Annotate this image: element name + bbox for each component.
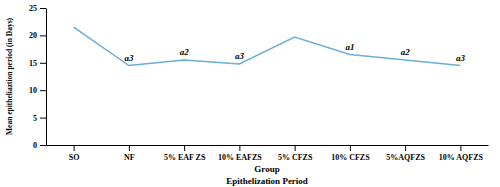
x-tick-label: 5% CFZS xyxy=(278,153,313,162)
x-tick: 5% CFZS xyxy=(278,145,313,162)
chart: 0 5 10 15 20 25 SO NF 5% EAF ZS 10% EAFZS 5% CFZS 1… xyxy=(0,0,500,187)
line xyxy=(74,27,461,65)
annotation: a2 xyxy=(401,47,411,57)
y-tick-label: 25 xyxy=(29,4,37,13)
x-tick-mark xyxy=(184,145,185,151)
x-tick-label: 5%AQFZS xyxy=(386,153,425,162)
y-tick-label: 20 xyxy=(29,31,37,40)
x-tick-mark xyxy=(74,145,75,151)
x-tick-mark xyxy=(405,145,406,151)
x-tick-label: 10% AQFZS xyxy=(439,153,484,162)
x-axis: SO NF 5% EAF ZS 10% EAFZS 5% CFZS 10% CFZS 5%A… xyxy=(47,145,489,162)
annotation: a3 xyxy=(235,51,245,61)
y-axis-line xyxy=(46,9,47,146)
y-axis: 0 5 10 15 20 25 xyxy=(29,4,47,150)
annotation: a2 xyxy=(180,47,190,57)
x-axis-line xyxy=(47,145,489,146)
annotation: a3 xyxy=(456,53,466,63)
x-tick-mark xyxy=(460,145,461,151)
plot: 0 5 10 15 20 25 SO NF 5% EAF ZS 10% EAFZS 5% CFZS 1… xyxy=(5,4,489,186)
y-tick-mark xyxy=(40,63,46,64)
x-tick: 5%AQFZS xyxy=(386,145,425,162)
y-tick: 0 xyxy=(33,141,46,150)
y-tick: 15 xyxy=(29,59,46,68)
y-tick-mark xyxy=(40,8,46,9)
x-tick: 10% AQFZS xyxy=(439,145,484,162)
x-tick-mark xyxy=(129,145,130,151)
x-tick-mark xyxy=(295,145,296,151)
y-tick-mark xyxy=(40,118,46,119)
y-tick: 25 xyxy=(29,4,46,13)
annotations: a3 a2 a3 a1 a2 a3 xyxy=(124,42,465,63)
y-tick-label: 5 xyxy=(33,114,37,123)
y-tick: 5 xyxy=(33,114,46,123)
x-tick: NF xyxy=(124,145,135,162)
x-tick-mark xyxy=(239,145,240,151)
y-axis-title: Mean epitheliaztion period (in Days) xyxy=(5,17,14,135)
y-tick-mark xyxy=(40,35,46,36)
y-tick: 20 xyxy=(29,31,46,40)
annotation: a3 xyxy=(124,53,134,63)
x-axis-title-2: Epithelization Period xyxy=(226,176,308,186)
marks xyxy=(74,27,461,65)
x-tick: 5% EAF ZS xyxy=(164,145,206,162)
y-tick-mark xyxy=(40,145,46,146)
annotation: a1 xyxy=(345,42,354,52)
x-tick-label: 5% EAF ZS xyxy=(164,153,206,162)
x-tick-label: 10% CFZS xyxy=(331,153,370,162)
x-tick-label: SO xyxy=(69,153,80,162)
y-tick-mark xyxy=(40,90,46,91)
x-tick: 10% EAFZS xyxy=(218,145,262,162)
y-tick-label: 15 xyxy=(29,59,37,68)
y-tick: 10 xyxy=(29,86,46,95)
x-tick: SO xyxy=(69,145,80,162)
x-axis-title: Group xyxy=(254,164,279,174)
x-tick-label: 10% EAFZS xyxy=(218,153,262,162)
x-tick-label: NF xyxy=(124,153,135,162)
x-tick-mark xyxy=(350,145,351,151)
y-tick-label: 10 xyxy=(29,86,37,95)
y-tick-label: 0 xyxy=(33,141,37,150)
x-tick: 10% CFZS xyxy=(331,145,370,162)
